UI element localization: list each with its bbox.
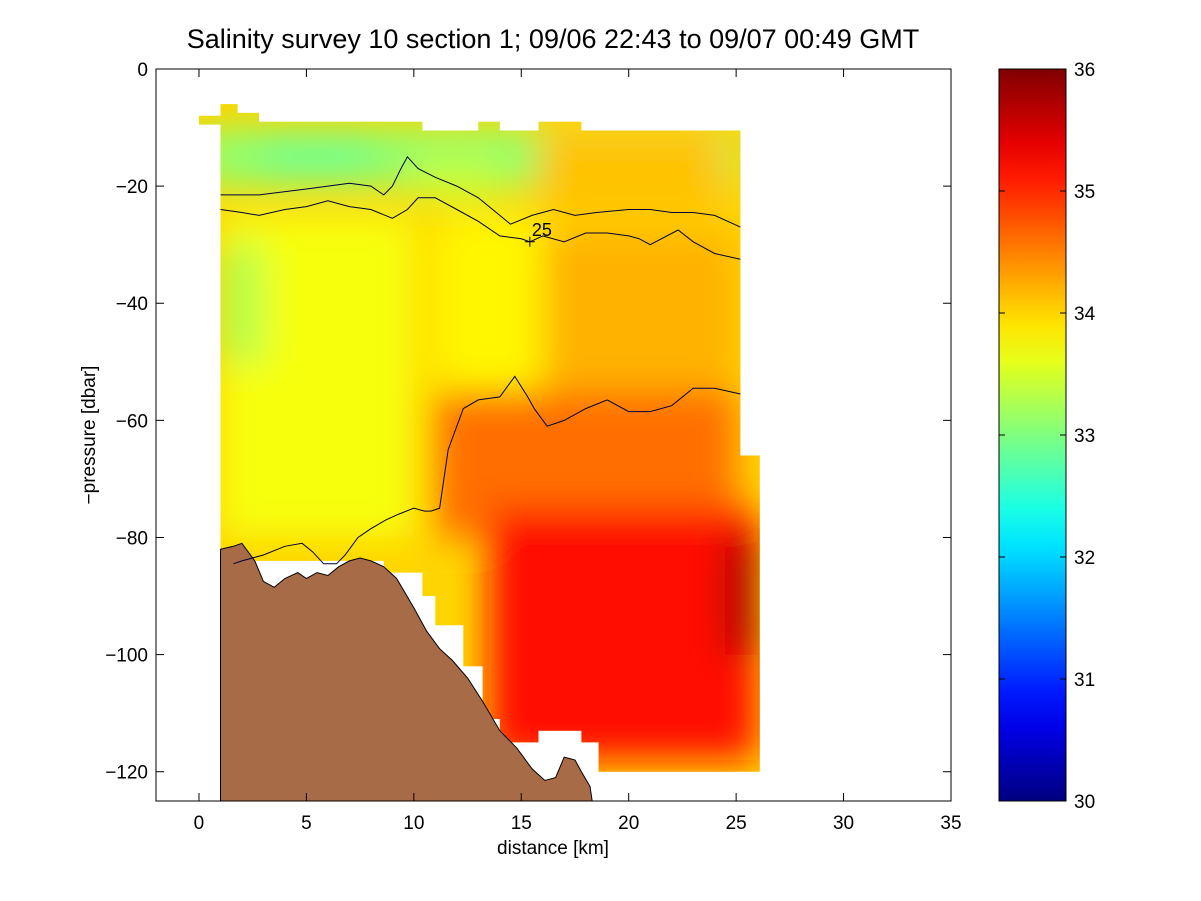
colorbar-tick-label-2: 32 [1074, 548, 1095, 569]
contour-label-0: 25 [532, 220, 552, 240]
x-tick-label-7: 35 [940, 813, 961, 834]
plot-area: 25 0 5 10 15 20 25 30 35 0 −20 −40 −60 −80 −100 −120 [105, 60, 961, 834]
y-tick-label-5: −100 [105, 646, 148, 667]
isohaline-contours [220, 155, 741, 565]
chart-title: Salinity survey 10 section 1; 09/06 22:4… [187, 24, 919, 54]
colorbar-tick-label-1: 31 [1074, 670, 1095, 691]
contour-labels: 25 [524, 220, 552, 247]
salinity-patch-9 [489, 508, 758, 761]
y-tick-label-3: −60 [116, 411, 148, 432]
y-tick-label-4: −80 [116, 528, 148, 549]
colorbar-ticks: 30 31 32 33 34 35 36 [999, 60, 1096, 813]
colorbar-tick-label-0: 30 [1074, 792, 1095, 813]
y-axis-label: −pressure [dbar] [79, 366, 100, 505]
y-tick-label-6: −120 [105, 763, 148, 784]
colorbar-tick-label-4: 34 [1074, 304, 1096, 325]
salinity-patch-10 [725, 537, 758, 655]
salinity-patch-7 [542, 232, 737, 392]
seafloor-bathymetry [220, 542, 593, 802]
salinity-patch-5 [220, 244, 264, 362]
axes-frame [155, 68, 952, 802]
isohaline-contour-1 [220, 197, 741, 260]
colorbar-tick-label-6: 36 [1074, 60, 1095, 81]
salinity-patch-1 [263, 139, 371, 175]
salinity-patch-2 [413, 156, 500, 198]
x-tick-label-4: 20 [618, 813, 639, 834]
x-axis-label: distance [km] [497, 838, 609, 859]
colorbar-scale [999, 69, 1066, 801]
salinity-patch-6 [435, 215, 543, 392]
y-axis-ticks: 0 −20 −40 −60 −80 −100 −120 [105, 60, 951, 784]
y-tick-label-0: 0 [137, 60, 148, 81]
colorbar-tick-label-5: 35 [1074, 182, 1095, 203]
y-tick-label-2: −40 [116, 294, 148, 315]
salinity-field [199, 104, 760, 772]
colorbar: 30 31 32 33 34 35 36 [998, 60, 1096, 813]
x-tick-label-6: 30 [833, 813, 854, 834]
isohaline-contour-2 [233, 375, 741, 565]
colorbar-tick-label-3: 33 [1074, 426, 1095, 447]
isohaline-contour-0 [220, 155, 741, 228]
x-tick-label-1: 5 [301, 813, 312, 834]
x-tick-label-5: 25 [726, 813, 747, 834]
x-tick-label-2: 10 [403, 813, 424, 834]
x-tick-label-3: 15 [511, 813, 532, 834]
x-axis-ticks: 0 5 10 15 20 25 30 35 [194, 69, 962, 834]
contour-label-marker-0 [524, 236, 535, 247]
y-tick-label-1: −20 [116, 177, 148, 198]
x-tick-label-0: 0 [194, 813, 205, 834]
salinity-patch-3 [538, 130, 726, 216]
